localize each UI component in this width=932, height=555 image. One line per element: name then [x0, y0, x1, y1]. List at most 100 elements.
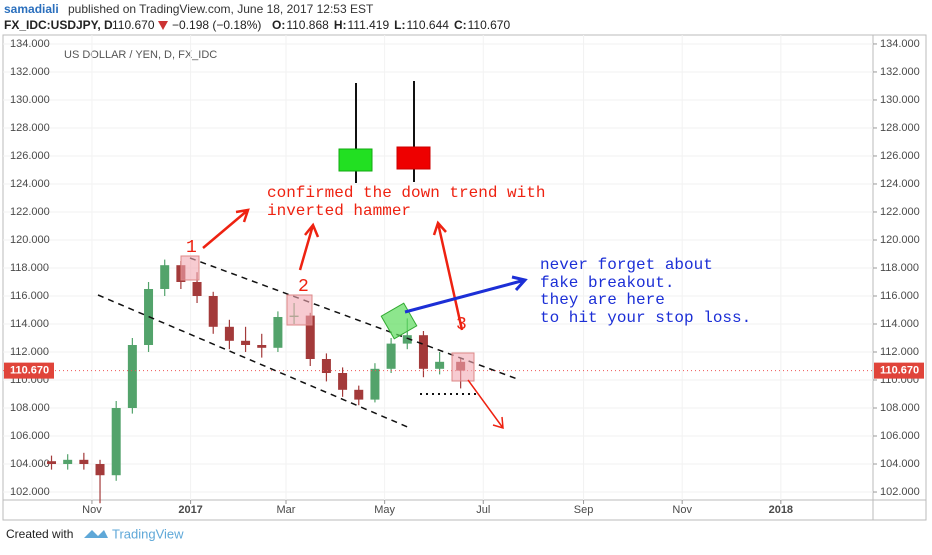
trend-line	[97, 294, 411, 429]
ohlc-value: 110.644	[406, 18, 449, 32]
x-tick-label: Nov	[672, 504, 692, 516]
x-tick-label: 2018	[769, 504, 793, 516]
candle-body	[208, 295, 218, 327]
candle-body	[63, 459, 73, 465]
y-tick-label: 130.000	[10, 94, 50, 106]
y-tick-label: 128.000	[10, 122, 50, 134]
y-tick-label: 102.000	[10, 486, 50, 498]
annotation: inverted hammer	[267, 202, 411, 220]
symbol: FX_IDC:USDJPY, D	[4, 18, 113, 32]
ohlc-label: L:	[394, 18, 405, 32]
candle-body	[338, 373, 348, 390]
y-tick-label: 118.000	[880, 262, 919, 274]
ohlc-value: 110.670	[468, 18, 511, 32]
y-tick-label: 120.000	[880, 234, 920, 246]
y-tick-label: 134.000	[10, 38, 50, 50]
icon-candle	[338, 148, 373, 172]
icon-candle	[396, 146, 431, 170]
candle-body	[241, 340, 251, 345]
arrow	[432, 220, 464, 331]
y-tick-label: 112.000	[880, 346, 919, 358]
down-icon	[158, 21, 168, 30]
candle-body	[224, 326, 234, 341]
annotation: to hit your stop loss.	[540, 309, 751, 327]
y-tick-label: 128.000	[880, 122, 920, 134]
change: −0.198 (−0.18%)	[172, 18, 261, 32]
candle-body	[257, 345, 267, 348]
arrow	[467, 379, 504, 430]
y-tick-label: 104.000	[880, 458, 920, 470]
chart-title: US DOLLAR / YEN, D, FX_IDC	[64, 49, 217, 61]
author: samadiali	[4, 2, 59, 16]
candle-body	[95, 464, 105, 476]
y-tick-label: 120.000	[10, 234, 50, 246]
ohlc-label: H:	[334, 18, 347, 32]
chart-frame	[2, 34, 927, 521]
x-tick-label: 2017	[178, 504, 202, 516]
annotation: never forget about	[540, 256, 713, 274]
y-tick-label: 122.000	[10, 206, 50, 218]
logo	[84, 530, 108, 538]
candle-body	[192, 281, 202, 296]
candle-body	[273, 316, 283, 348]
y-tick-label: 112.000	[10, 346, 49, 358]
y-tick-label: 124.000	[880, 178, 920, 190]
ohlc: O: 110.868 H: 111.419 L: 110.644 C: 110.670	[272, 18, 510, 32]
y-tick-label: 116.000	[10, 290, 49, 302]
y-tick-label: 126.000	[10, 150, 50, 162]
highlight-box	[180, 255, 200, 281]
y-tick-label: 116.000	[880, 290, 919, 302]
y-tick-label: 114.000	[10, 318, 49, 330]
footer-brand[interactable]: TradingView	[112, 526, 184, 541]
price-tag-label: 110.670	[10, 365, 49, 377]
price-tag	[874, 362, 924, 379]
x-tick-label: Nov	[82, 504, 102, 516]
price-tag-label: 110.670	[880, 365, 919, 377]
trend-line	[189, 257, 521, 381]
x-tick-label: Jul	[476, 504, 490, 516]
breakout-box	[380, 302, 418, 340]
y-tick-label: 108.000	[10, 402, 50, 414]
annotation: 1	[186, 238, 197, 258]
arrow	[404, 275, 528, 314]
x-tick-label: May	[374, 504, 395, 516]
x-tick-label: Sep	[574, 504, 594, 516]
y-tick-label: 130.000	[880, 94, 920, 106]
ohlc-value: 111.419	[348, 18, 390, 32]
candle-body	[127, 345, 137, 409]
annotation: fake breakout.	[540, 274, 674, 292]
y-tick-label: 126.000	[880, 150, 920, 162]
candle-body	[435, 361, 445, 369]
y-tick-label: 132.000	[880, 66, 920, 78]
y-tick-label: 122.000	[880, 206, 920, 218]
candle-body	[402, 335, 412, 344]
arrow	[298, 222, 320, 271]
y-tick-label: 108.000	[880, 402, 920, 414]
candle-body	[386, 343, 396, 369]
annotation: 2	[298, 277, 309, 297]
highlight-box	[451, 352, 475, 382]
footer-text: Created with	[6, 527, 73, 541]
price: 110.670	[112, 18, 155, 32]
annotation: 3	[456, 315, 467, 335]
candle-body	[111, 408, 121, 476]
price-tag	[4, 362, 54, 379]
candle-body	[79, 459, 89, 465]
candle-body	[370, 368, 380, 400]
y-tick-label: 106.000	[10, 430, 50, 442]
y-tick-label: 124.000	[10, 178, 50, 190]
ohlc-label: C:	[454, 18, 467, 32]
candle-body	[47, 461, 57, 465]
drawings	[97, 81, 528, 430]
annotation: they are here	[540, 291, 665, 309]
highlight-box	[286, 294, 313, 326]
arrow	[202, 208, 250, 249]
x-tick-label: Mar	[277, 504, 296, 516]
y-tick-label: 104.000	[10, 458, 50, 470]
candle-body	[321, 359, 331, 374]
y-tick-label: 118.000	[10, 262, 49, 274]
ohlc-value: 110.868	[286, 18, 329, 32]
ohlc-label: O:	[272, 18, 285, 32]
